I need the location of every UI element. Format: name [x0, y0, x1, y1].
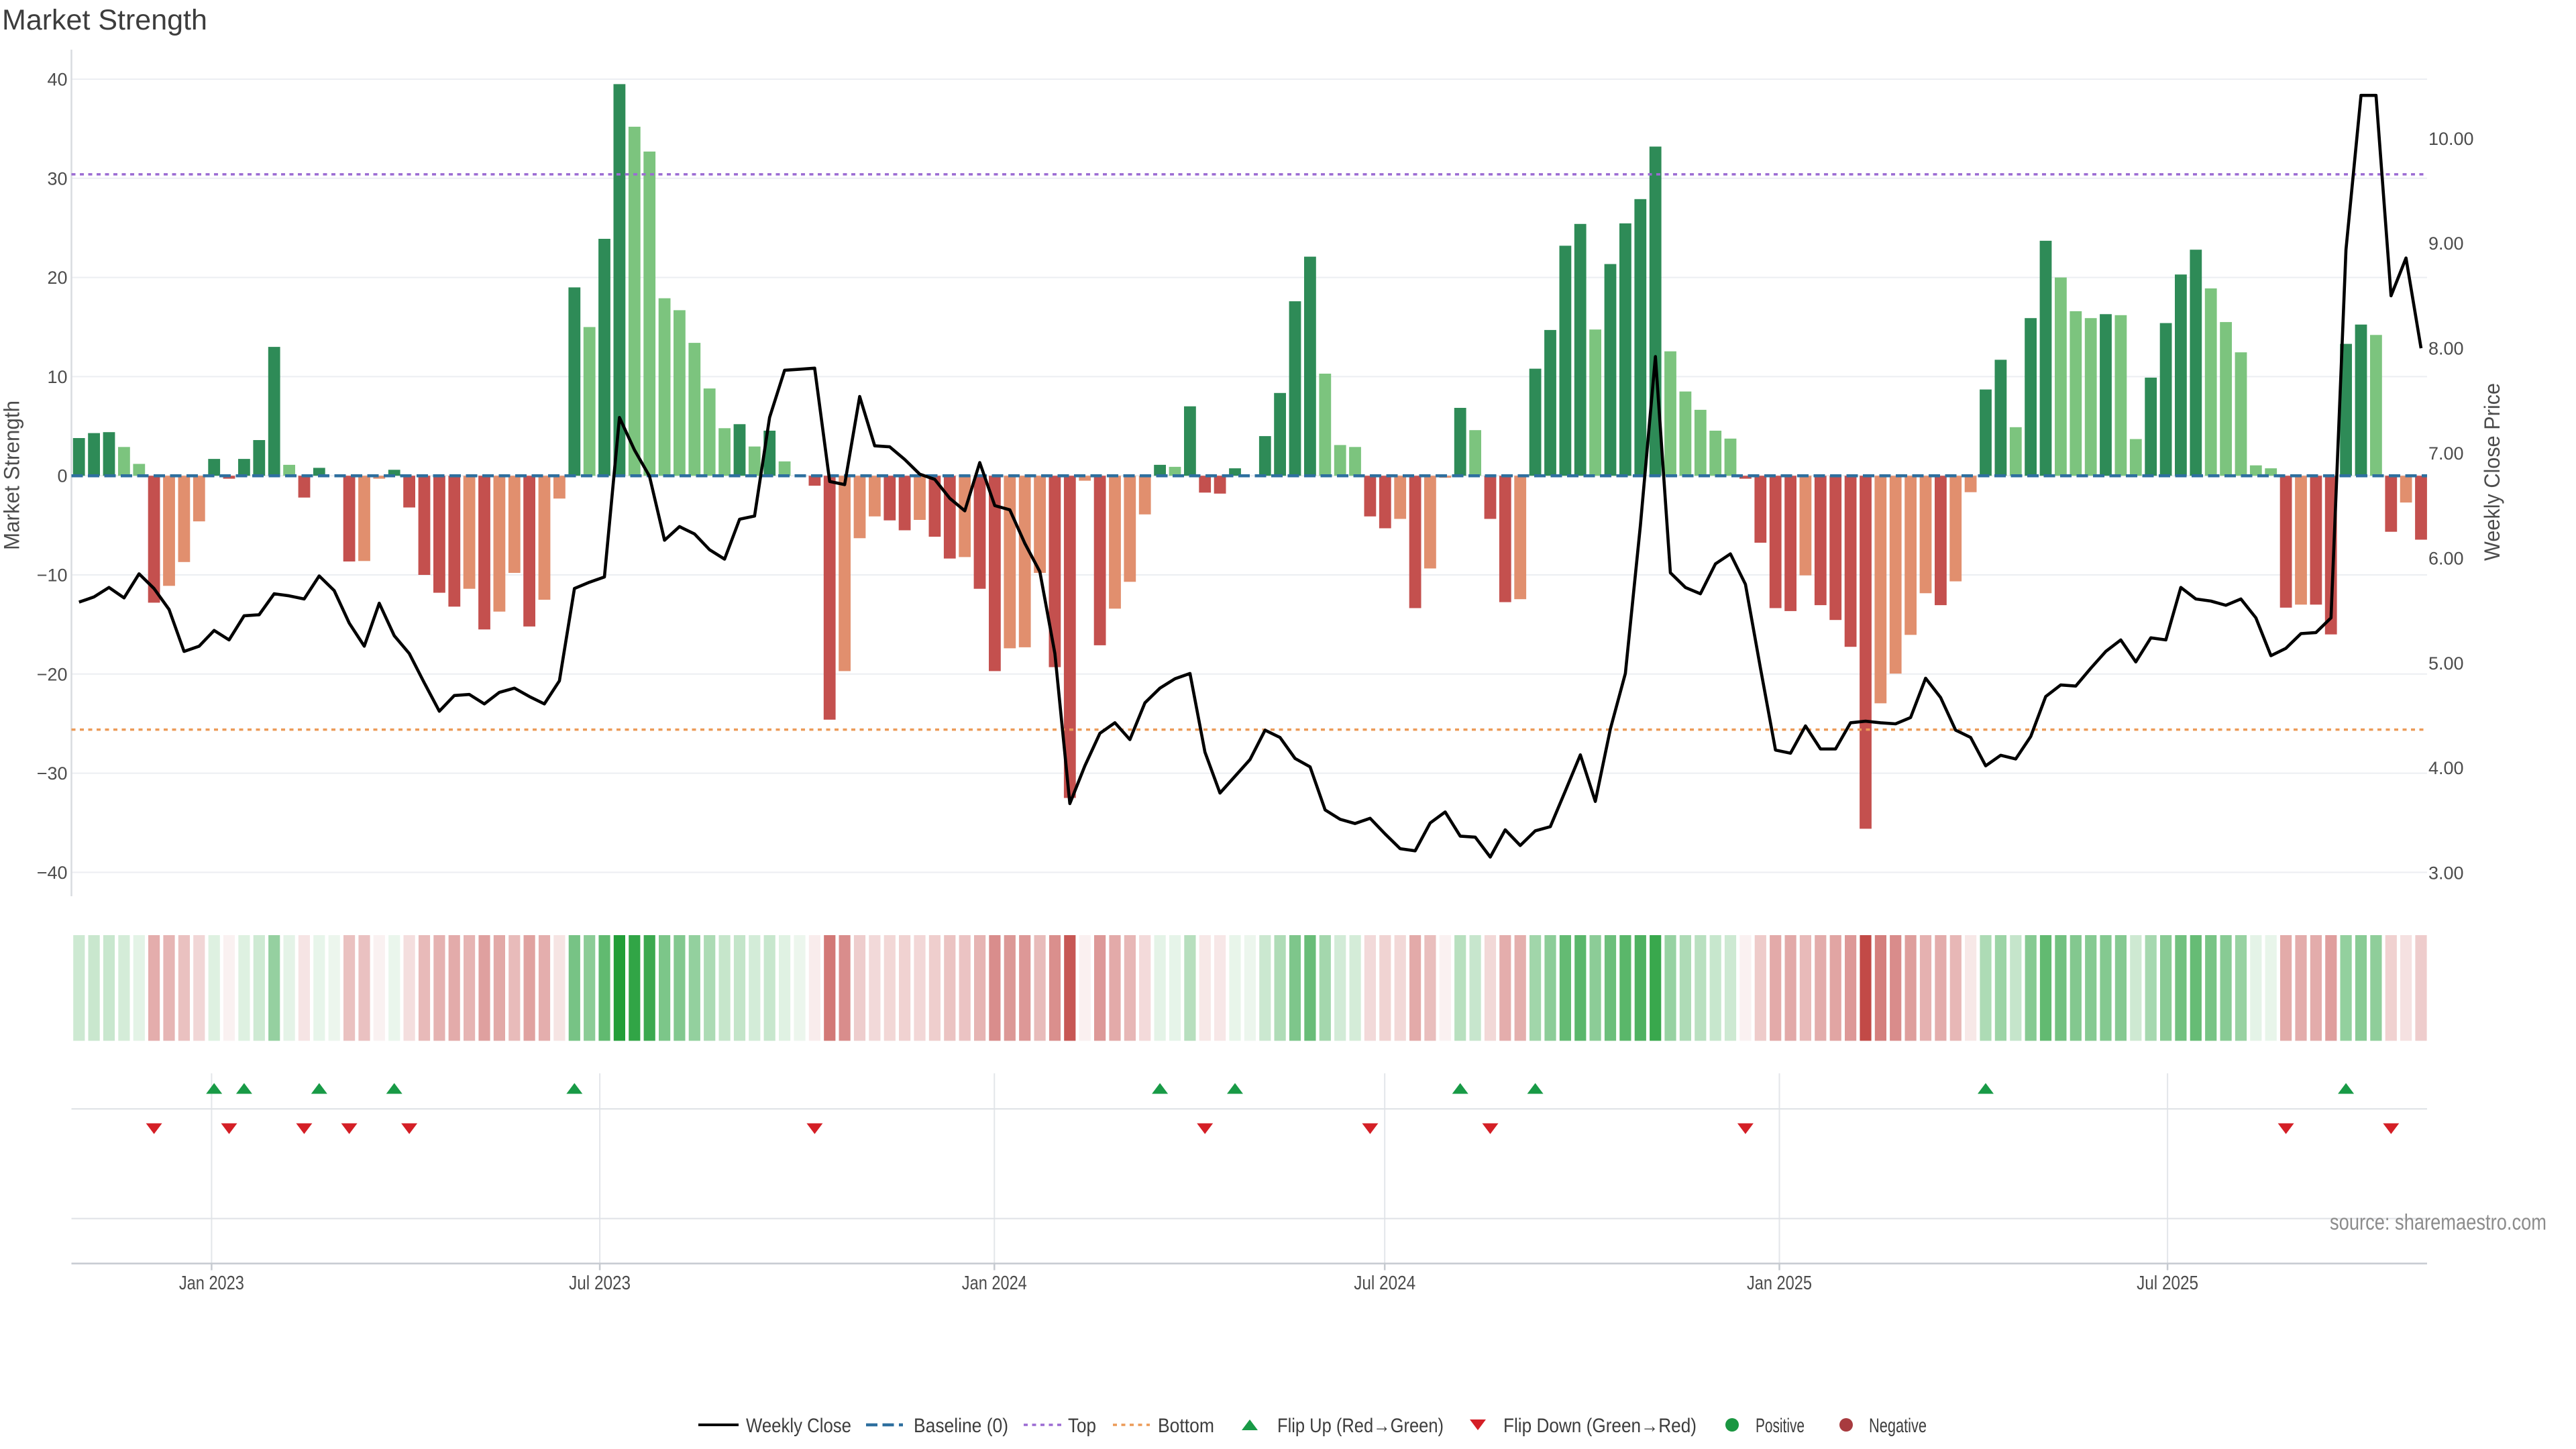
svg-text:5.00: 5.00: [2428, 653, 2464, 674]
svg-text:−10: −10: [37, 566, 68, 586]
svg-text:Positive: Positive: [1756, 1415, 1805, 1437]
svg-text:20: 20: [47, 268, 67, 288]
svg-text:Top: Top: [1068, 1415, 1096, 1437]
svg-text:source: sharemaestro.com: source: sharemaestro.com: [2330, 1210, 2546, 1234]
svg-text:Weekly Close Price: Weekly Close Price: [2480, 383, 2504, 561]
svg-text:8.00: 8.00: [2428, 339, 2464, 359]
svg-text:−20: −20: [37, 664, 68, 684]
svg-text:10: 10: [47, 367, 67, 387]
svg-text:4.00: 4.00: [2428, 758, 2464, 778]
svg-text:30: 30: [47, 168, 67, 189]
svg-text:6.00: 6.00: [2428, 548, 2464, 568]
svg-text:Weekly Close: Weekly Close: [746, 1415, 851, 1437]
svg-text:Jul 2024: Jul 2024: [1354, 1273, 1415, 1294]
svg-text:0: 0: [57, 466, 67, 486]
svg-text:Market Strength: Market Strength: [2, 4, 207, 36]
svg-text:Jan 2024: Jan 2024: [962, 1273, 1027, 1294]
svg-text:7.00: 7.00: [2428, 443, 2464, 464]
svg-text:3.00: 3.00: [2428, 863, 2464, 883]
svg-text:Bottom: Bottom: [1158, 1415, 1214, 1437]
svg-text:10.00: 10.00: [2428, 129, 2474, 149]
svg-text:Negative: Negative: [1869, 1415, 1927, 1437]
svg-text:Jan 2023: Jan 2023: [179, 1273, 244, 1294]
svg-text:Jul 2025: Jul 2025: [2137, 1273, 2198, 1294]
svg-text:Baseline (0): Baseline (0): [914, 1415, 1008, 1437]
svg-text:Flip Up (Red→Green): Flip Up (Red→Green): [1277, 1415, 1444, 1437]
svg-text:Jul 2023: Jul 2023: [569, 1273, 631, 1294]
svg-text:9.00: 9.00: [2428, 233, 2464, 254]
svg-text:Flip Down (Green→Red): Flip Down (Green→Red): [1503, 1415, 1697, 1437]
svg-text:40: 40: [47, 70, 67, 90]
svg-text:−40: −40: [37, 863, 68, 883]
svg-text:Jan 2025: Jan 2025: [1747, 1273, 1812, 1294]
svg-text:−30: −30: [37, 763, 68, 784]
svg-text:Market Strength: Market Strength: [0, 400, 24, 550]
